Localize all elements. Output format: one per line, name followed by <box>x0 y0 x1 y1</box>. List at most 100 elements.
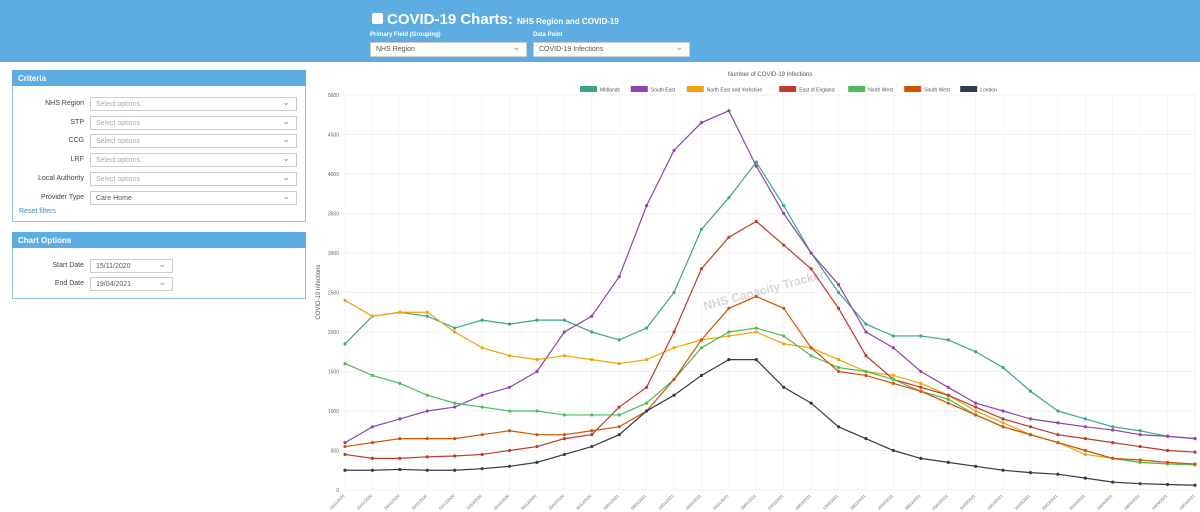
data-point <box>617 425 621 429</box>
x-tick-label: 10/03/2021 <box>959 493 977 511</box>
data-point <box>590 330 594 334</box>
data-point <box>1083 417 1087 421</box>
data-point <box>864 369 868 374</box>
dropdown[interactable]: COVID-19 Infections <box>533 42 690 57</box>
dropdown[interactable]: NHS Region <box>370 42 527 57</box>
data-point <box>1111 441 1115 445</box>
data-point <box>919 456 923 460</box>
x-tick-label: 25/11/2020 <box>383 493 401 511</box>
data-point <box>370 441 375 445</box>
data-point <box>1083 437 1087 441</box>
panel-title[interactable]: Chart Options <box>12 232 306 248</box>
data-point <box>398 467 402 472</box>
data-point <box>809 251 813 255</box>
data-point <box>974 413 978 417</box>
data-point <box>919 385 923 389</box>
date-input[interactable]: 19/04/2021 <box>90 276 173 291</box>
data-point <box>782 342 786 346</box>
data-point <box>398 381 402 385</box>
data-point <box>754 219 758 223</box>
data-point <box>891 448 895 453</box>
x-tick-label: 19/04/2021 <box>1178 493 1196 511</box>
dropdown[interactable]: Select options <box>90 153 297 168</box>
chart-title: Number of COVID-19 Infections <box>728 72 813 78</box>
data-point <box>727 196 731 200</box>
data-point <box>645 358 649 362</box>
data-point <box>836 358 841 362</box>
data-point <box>645 204 649 208</box>
data-point <box>782 306 786 310</box>
data-point <box>809 346 813 350</box>
data-point <box>1001 468 1005 472</box>
data-point <box>754 330 758 334</box>
dropdown[interactable]: Care Home <box>90 190 297 205</box>
data-point <box>507 354 512 358</box>
data-point <box>535 318 539 322</box>
data-point <box>645 409 649 413</box>
data-point <box>809 401 813 405</box>
data-point <box>1028 389 1033 393</box>
data-point <box>782 385 786 389</box>
data-point <box>425 314 429 318</box>
data-point <box>864 437 868 441</box>
data-point <box>453 326 457 330</box>
series-line <box>344 299 1196 466</box>
data-point <box>562 437 566 441</box>
data-point <box>562 354 566 358</box>
data-point <box>919 389 923 393</box>
data-point <box>370 314 375 318</box>
data-point <box>672 393 676 397</box>
dropdown[interactable]: Select options <box>90 115 297 130</box>
data-point <box>343 441 347 445</box>
dropdown[interactable]: Select options <box>90 171 297 186</box>
data-point <box>1138 482 1142 486</box>
data-point <box>974 405 978 409</box>
data-point <box>754 326 758 330</box>
x-tick-label: 04/04/2021 <box>1096 493 1114 511</box>
data-point <box>562 318 566 322</box>
field-label: Primary Field (Grouping) <box>370 32 441 38</box>
panel-title[interactable]: Criteria <box>12 70 306 86</box>
data-point <box>836 283 841 287</box>
field-label: Data Point <box>533 32 563 38</box>
data-point <box>507 409 512 413</box>
x-tick-label: 08/02/2021 <box>794 493 812 511</box>
data-point <box>1001 417 1005 421</box>
date-input[interactable]: 15/11/2020 <box>90 259 173 273</box>
data-point <box>370 373 375 378</box>
legend-label: East of England <box>799 88 835 94</box>
data-point <box>1001 409 1005 413</box>
data-point <box>1083 448 1087 453</box>
dropdown[interactable]: Select options <box>90 97 297 111</box>
data-point <box>1193 462 1197 466</box>
y-tick-label: 3000 <box>328 251 339 257</box>
data-point <box>453 405 457 409</box>
data-point <box>672 377 676 381</box>
data-point <box>645 401 649 405</box>
data-point <box>1111 480 1115 484</box>
data-point <box>1138 429 1142 433</box>
data-point <box>1028 417 1033 421</box>
field-label: LRF <box>70 156 84 164</box>
x-tick-label: 05/12/2020 <box>438 493 456 511</box>
data-point <box>370 456 375 460</box>
data-point <box>727 334 731 338</box>
field-label: Local Authority <box>38 174 84 182</box>
data-point <box>672 148 676 152</box>
data-point <box>507 322 512 326</box>
data-point <box>727 306 731 310</box>
reset-link[interactable]: Reset filters <box>19 208 56 215</box>
data-point <box>699 227 704 231</box>
data-point <box>727 358 731 362</box>
dropdown[interactable]: Select options <box>90 134 297 149</box>
y-tick-label: 0 <box>336 488 339 494</box>
data-point <box>562 433 566 437</box>
data-point <box>946 397 950 401</box>
data-point <box>727 235 731 239</box>
x-tick-label: 03/02/2021 <box>767 493 785 511</box>
data-point <box>974 464 978 468</box>
x-tick-label: 20/03/2021 <box>1013 493 1031 511</box>
data-point <box>974 350 978 354</box>
y-tick-label: 1000 <box>328 409 339 415</box>
x-tick-label: 09/01/2021 <box>630 493 648 511</box>
